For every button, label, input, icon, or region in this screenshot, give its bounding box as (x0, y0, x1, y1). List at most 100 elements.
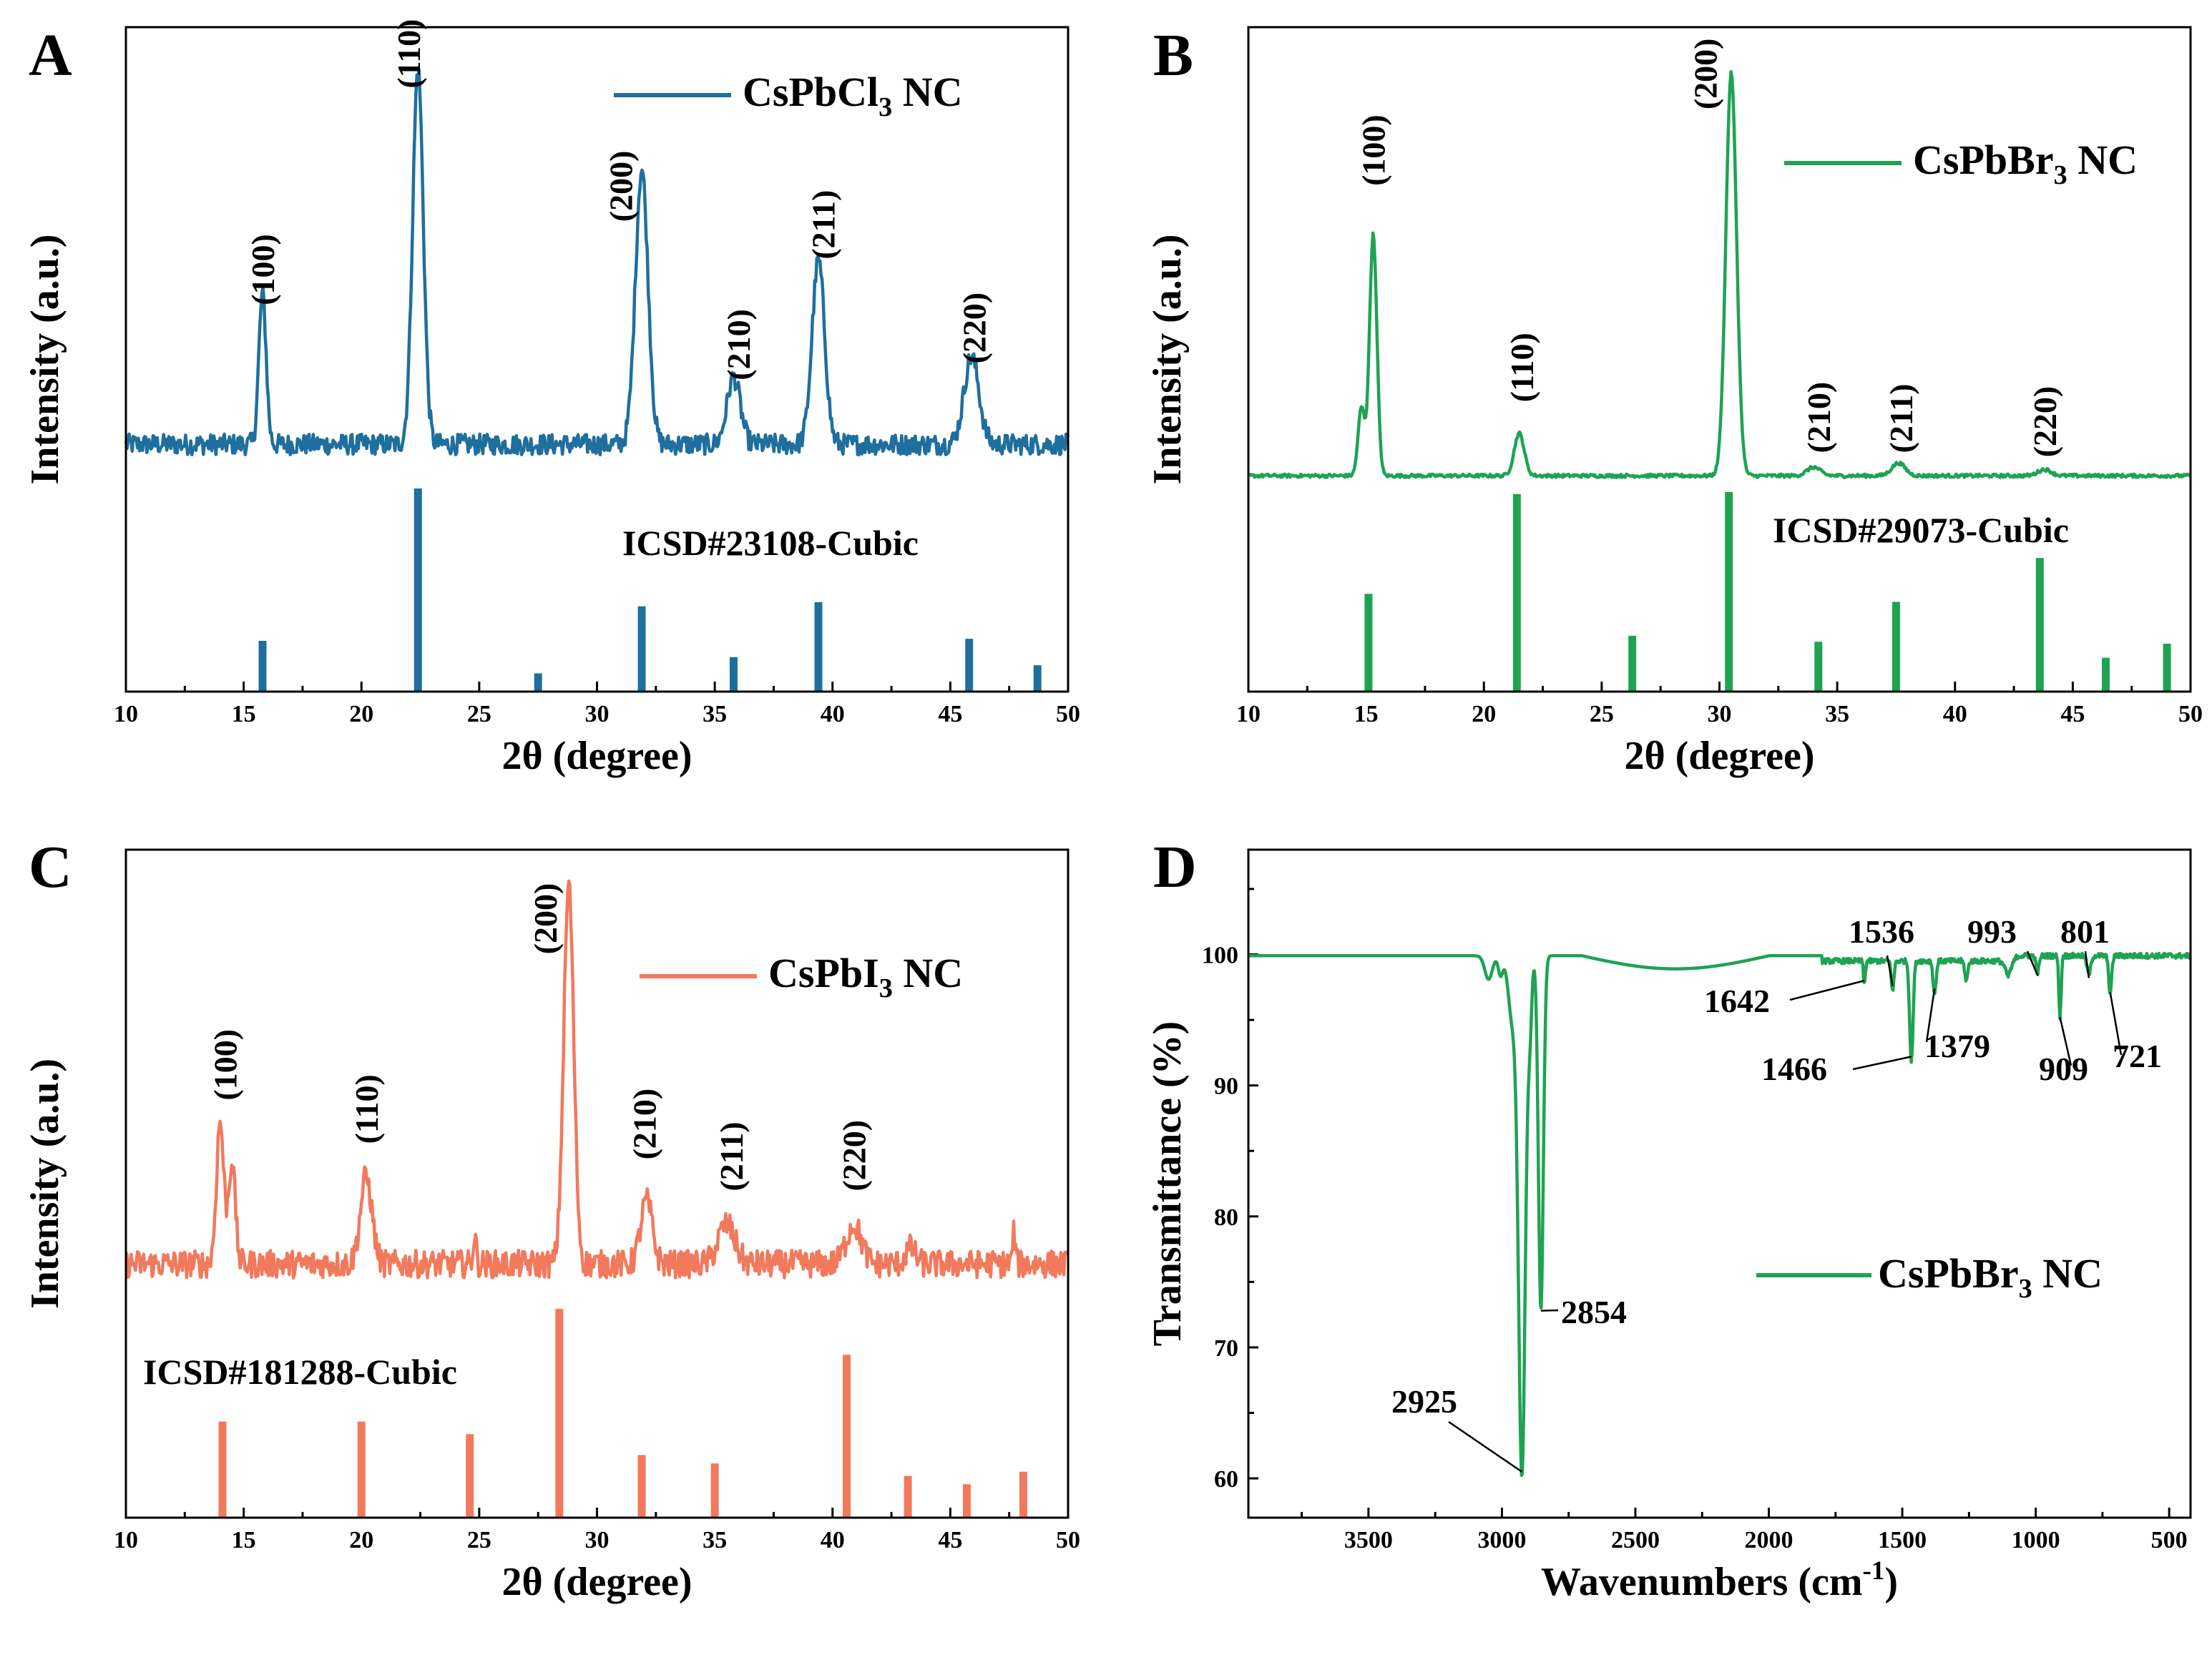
annotation-leader-line (1540, 1309, 1559, 1312)
x-tick-label: 10 (1236, 701, 1261, 727)
x-axis-label-suffix: ) (1884, 1560, 1898, 1604)
annotation-leader-line (1925, 988, 1936, 1043)
y-tick-label: 90 (1214, 1074, 1238, 1100)
y-axis-label: Transmittance (%) (1145, 1021, 1190, 1347)
legend-suffix: NC (892, 69, 962, 115)
peak-annotation: 1536 (1849, 913, 1914, 950)
x-tick-label: 45 (938, 1527, 962, 1553)
annotation-leader-line (2026, 951, 2039, 976)
peak-annotation: 2854 (1561, 1294, 1627, 1330)
plot-frame (1247, 848, 2192, 1519)
legend-text: CsPbCl (743, 69, 879, 115)
x-tick-label: 2000 (1745, 1527, 1793, 1553)
y-tick-label: 70 (1214, 1335, 1238, 1362)
miller-index-label: (210) (1801, 382, 1837, 453)
x-tick-label: 30 (585, 1527, 610, 1553)
legend-suffix: NC (893, 950, 963, 996)
y-axis-label: Intensity (a.u.) (1145, 234, 1190, 484)
y-tick-label: 60 (1214, 1466, 1238, 1493)
panel-label: B (1153, 22, 1193, 89)
x-tick-label: 45 (2060, 701, 2085, 727)
x-tick-label: 10 (114, 1527, 138, 1553)
miller-index-label: (200) (527, 883, 564, 955)
annotation-leader-line (1886, 955, 1894, 986)
legend-suffix: NC (2032, 1250, 2103, 1297)
xrd-pattern-line (124, 68, 1070, 457)
x-tick-label: 45 (938, 701, 962, 727)
miller-index-label: (200) (602, 151, 639, 222)
x-tick-label: 3000 (1477, 1527, 1526, 1553)
plot-border (1247, 26, 2192, 693)
annotation-leader-line (1789, 979, 1865, 1001)
x-tick-label: 50 (1056, 1527, 1080, 1553)
x-tick-label: 30 (1708, 701, 1732, 727)
legend-text: CsPbBr (1878, 1250, 2019, 1297)
miller-index-label: (110) (348, 1074, 385, 1144)
legend-label: CsPbBr3 NC (1878, 1250, 2103, 1304)
miller-index-label: (210) (720, 309, 757, 380)
x-tick-label: 40 (821, 701, 845, 727)
miller-index-label: (110) (391, 19, 427, 89)
x-axis-label-text: Wavenumbers (cm (1541, 1560, 1863, 1604)
xrd-pattern-line (124, 879, 1070, 1280)
legend-suffix: NC (2067, 137, 2138, 183)
miller-index-label: (220) (836, 1120, 872, 1192)
y-tick-label: 80 (1214, 1204, 1238, 1231)
x-tick-label: 2500 (1611, 1527, 1660, 1553)
reference-label: ICSD#29073-Cubic (1773, 510, 2069, 550)
x-tick-label: 50 (2178, 701, 2203, 727)
panel-c: 10 15 20 25 30 35 40 45 50 2θ (degree) Intensity (… (23, 834, 1080, 1604)
x-tick-label: 20 (1472, 701, 1496, 727)
panel-b: 10 15 20 25 30 35 40 45 50 2θ (degree) Intensity (… (1145, 22, 2203, 778)
peak-annotation: 1379 (1924, 1028, 1990, 1064)
x-axis-label: 2θ (degree) (1624, 734, 1814, 778)
legend-label: CsPbI3 NC (768, 950, 963, 1003)
x-tick-label: 1000 (2012, 1527, 2060, 1553)
x-axis-label: 2θ (degree) (501, 734, 692, 778)
annotation-leader-line (2084, 951, 2090, 978)
x-tick-label: 15 (232, 701, 256, 727)
legend-subscript: 3 (879, 973, 893, 1003)
miller-index-label: (211) (806, 190, 842, 260)
x-tick-label: 15 (232, 1527, 256, 1553)
panel-label: A (29, 22, 72, 89)
panel-d: 3500 3000 2500 2000 1500 1000 500 60 70 80 90 100 Wa… (1145, 834, 2192, 1604)
x-tick-label: 3500 (1344, 1527, 1393, 1553)
x-tick-label: 25 (467, 1527, 491, 1553)
x-tick-label: 20 (349, 1527, 373, 1553)
x-tick-label: 30 (585, 701, 610, 727)
miller-index-label: (100) (1356, 114, 1392, 186)
x-tick-label: 10 (114, 701, 138, 727)
x-tick-label: 35 (1825, 701, 1849, 727)
x-tick-label: 50 (1056, 701, 1080, 727)
panel-label: D (1153, 834, 1197, 900)
plot-frame (1247, 26, 2192, 693)
y-tick-label: 100 (1202, 943, 1238, 969)
annotation-leader-line (2059, 1017, 2072, 1066)
panel-label: C (29, 834, 72, 900)
ftir-spectrum-line (1247, 951, 2192, 1478)
plot-border (124, 848, 1070, 1519)
peak-annotation: 909 (2039, 1051, 2088, 1087)
miller-index-label: (220) (956, 293, 992, 364)
x-tick-label: 40 (1943, 701, 1967, 727)
xrd-pattern-line (1247, 69, 2192, 479)
x-tick-label: 500 (2151, 1527, 2188, 1553)
legend-subscript: 3 (2054, 160, 2067, 190)
reference-label: ICSD#23108-Cubic (622, 523, 919, 563)
peak-annotation: 801 (2060, 913, 2110, 950)
x-axis-label: 2θ (degree) (501, 1560, 692, 1604)
x-tick-label: 40 (821, 1527, 845, 1553)
plot-frame (124, 848, 1070, 1519)
miller-index-label: (100) (207, 1029, 243, 1101)
x-tick-label: 35 (703, 701, 727, 727)
legend-text: CsPbBr (1913, 137, 2054, 183)
x-axis-label-superscript: -1 (1863, 1556, 1885, 1585)
x-tick-label: 20 (349, 701, 373, 727)
x-tick-label: 25 (467, 701, 491, 727)
miller-index-label: (100) (245, 234, 281, 305)
peak-annotation: 2925 (1391, 1383, 1457, 1420)
y-axis-label: Intensity (a.u.) (23, 1059, 67, 1309)
x-tick-label: 35 (703, 1527, 727, 1553)
